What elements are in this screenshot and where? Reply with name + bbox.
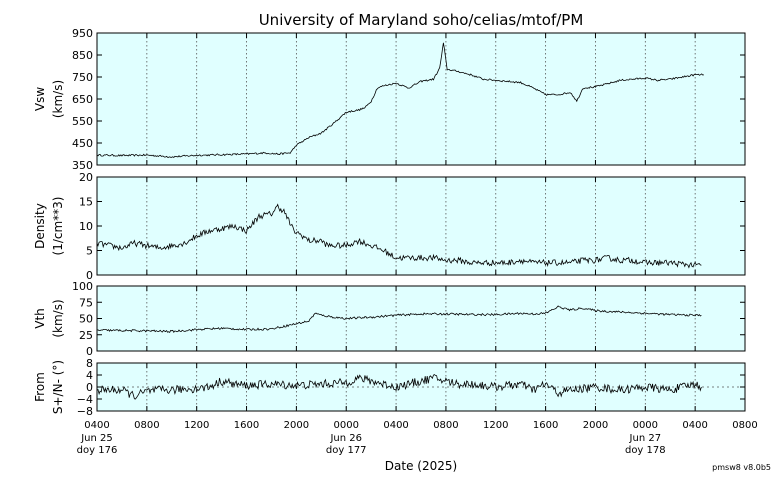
from-ytick-label: 8 <box>86 357 93 370</box>
vsw-ytick-label: 350 <box>72 159 93 172</box>
density-ylabel-line-2: (1/cm**3) <box>51 197 65 256</box>
x-tick-date-label: Jun 27 <box>629 433 662 444</box>
from-ylabel-line-1: From <box>33 372 47 402</box>
x-tick-label: 0400 <box>383 420 408 431</box>
vth-series-line <box>96 305 702 334</box>
vth-ylabel-line-1: Vth <box>33 308 47 329</box>
x-tick-doy-label: doy 177 <box>326 445 367 456</box>
density-ytick-label: 10 <box>79 220 93 233</box>
vth-ytick-label: 0 <box>86 345 93 358</box>
density-ytick-label: 5 <box>86 245 93 258</box>
from-ytick-label: 4 <box>86 369 93 382</box>
vsw-ytick-label: 750 <box>72 71 93 84</box>
x-tick-label: 0800 <box>732 420 757 431</box>
panel-density: 0 5 10 15 20 Density (1/cm**3) <box>33 171 746 282</box>
x-tick-label: 0400 <box>682 420 707 431</box>
density-series-line <box>96 203 702 269</box>
vsw-series-line <box>96 42 705 159</box>
from-ytick-label: −4 <box>77 393 93 406</box>
x-axis-label: Date (2025) <box>385 459 457 473</box>
density-ytick-label: 20 <box>79 171 93 184</box>
x-tick-label: 1600 <box>533 420 558 431</box>
from-series-line <box>96 374 702 400</box>
x-tick-doy-label: doy 178 <box>625 445 666 456</box>
vth-plot-background <box>97 286 745 351</box>
from-ylabel-line-2: S+/N- (°) <box>51 360 65 414</box>
x-tick-date-label: Jun 26 <box>329 433 362 444</box>
panel-vth: 0 25 50 75 100 Vth (km/s) <box>33 280 746 358</box>
density-ytick-label: 0 <box>86 269 93 282</box>
x-tick-label: 0800 <box>433 420 458 431</box>
x-tick-label: 1600 <box>234 420 259 431</box>
panel-vsw: 350 450 550 650 750 850 950 Vsw (km/s) <box>33 27 746 172</box>
vsw-plot-background <box>97 33 745 165</box>
x-tick-label: 1200 <box>483 420 508 431</box>
vsw-ytick-label: 950 <box>72 27 93 40</box>
density-ylabel-line-1: Density <box>33 203 47 249</box>
vsw-ytick-label: 650 <box>72 93 93 106</box>
x-tick-label: 2000 <box>583 420 608 431</box>
from-ytick-label: 0 <box>86 381 93 394</box>
vth-ylabel-line-2: (km/s) <box>51 299 65 337</box>
chart-title: University of Maryland soho/celias/mtof/… <box>259 11 584 29</box>
vth-ytick-label: 75 <box>79 296 93 309</box>
vsw-ytick-label: 550 <box>72 115 93 128</box>
x-tick-label: 0800 <box>134 420 159 431</box>
vsw-ytick-label: 450 <box>72 137 93 150</box>
vth-ytick-label: 100 <box>72 280 93 293</box>
from-ytick-label: −8 <box>77 405 93 418</box>
vsw-ytick-label: 850 <box>72 49 93 62</box>
density-plot-background <box>97 177 745 275</box>
x-tick-date-label: Jun 25 <box>80 433 113 444</box>
vsw-ylabel-line-1: Vsw <box>33 87 47 111</box>
x-tick-label: 1200 <box>184 420 209 431</box>
x-tick-label: 2000 <box>284 420 309 431</box>
x-tick-label: 0400 <box>84 420 109 431</box>
version-label: pmsw8 v8.0b5 <box>712 463 771 472</box>
x-tick-label: 0000 <box>334 420 359 431</box>
vth-ytick-label: 50 <box>79 313 93 326</box>
density-ytick-label: 15 <box>79 196 93 209</box>
x-tick-label: 0000 <box>633 420 658 431</box>
vsw-ylabel-line-2: (km/s) <box>51 80 65 118</box>
x-tick-doy-label: doy 176 <box>77 445 118 456</box>
vth-ytick-label: 25 <box>79 329 93 342</box>
